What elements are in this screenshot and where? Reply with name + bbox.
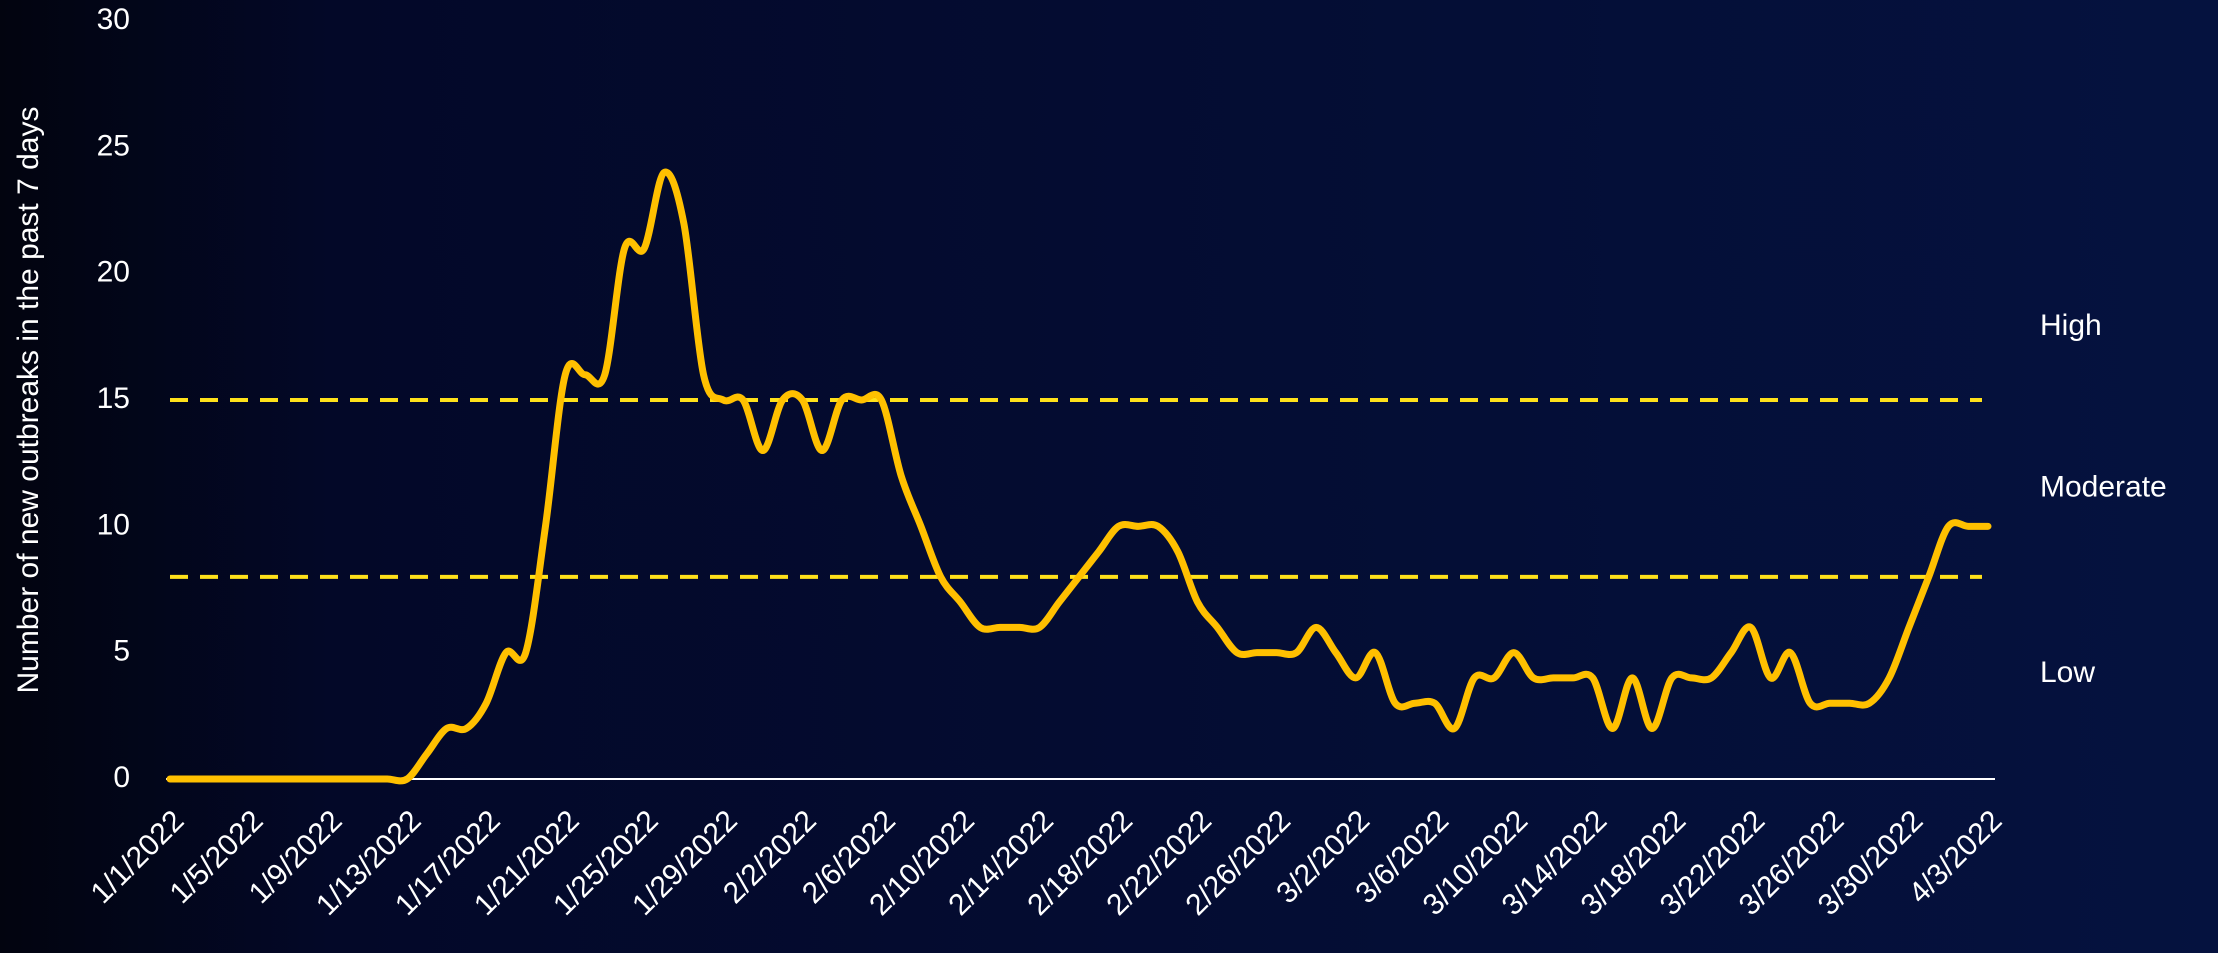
y-tick-label: 10: [97, 508, 130, 541]
data-line: [166, 168, 1992, 785]
zone-label: Moderate: [2040, 470, 2167, 503]
y-tick-label: 0: [113, 761, 130, 794]
y-tick-label: 25: [97, 129, 130, 162]
y-axis-label: Number of new outbreaks in the past 7 da…: [12, 107, 45, 694]
zone-label: High: [2040, 309, 2102, 342]
y-tick-label: 5: [113, 635, 130, 668]
y-tick-label: 20: [97, 256, 130, 289]
y-tick-label: 30: [97, 3, 130, 36]
y-tick-label: 15: [97, 382, 130, 415]
zone-label: Low: [2040, 656, 2095, 689]
